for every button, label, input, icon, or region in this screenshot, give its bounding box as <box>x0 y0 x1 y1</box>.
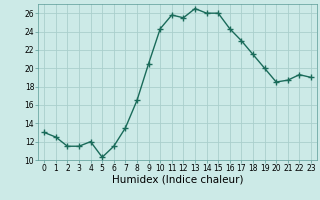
X-axis label: Humidex (Indice chaleur): Humidex (Indice chaleur) <box>112 175 243 185</box>
